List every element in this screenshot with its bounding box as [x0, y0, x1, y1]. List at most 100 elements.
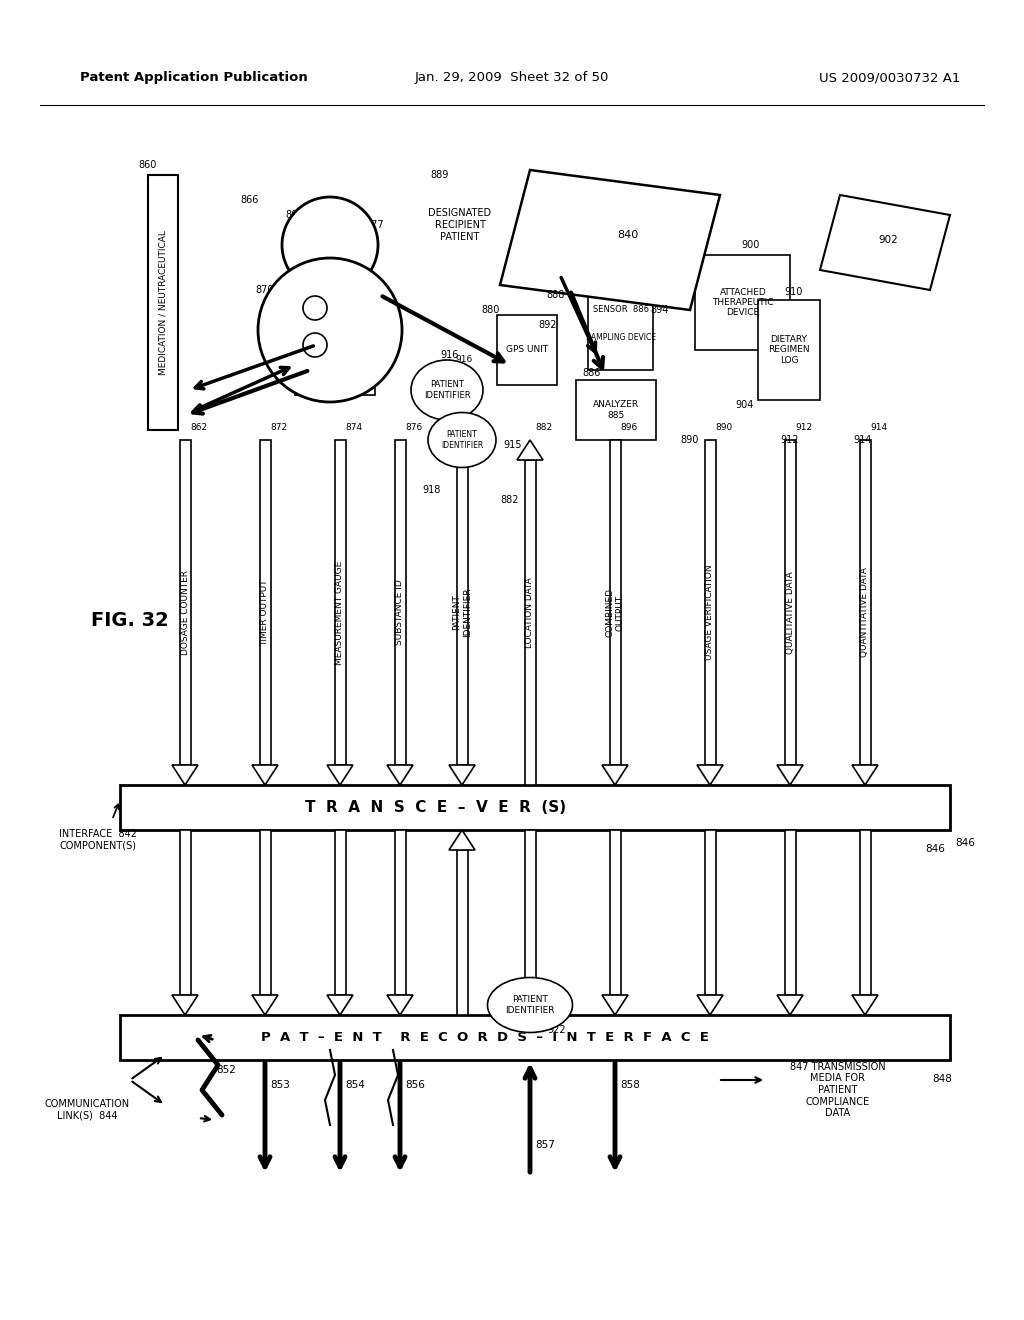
Text: INTERFACE  842
COMPONENT(S): INTERFACE 842 COMPONENT(S): [59, 829, 137, 851]
Text: 910: 910: [784, 286, 803, 297]
Bar: [335, 440, 345, 766]
Text: 858: 858: [621, 1080, 640, 1090]
Polygon shape: [172, 766, 198, 785]
Text: 856: 856: [406, 1080, 425, 1090]
Bar: [179, 830, 190, 995]
Bar: [705, 830, 716, 995]
Text: 904: 904: [736, 400, 755, 411]
Text: MEASUREMENT GAUGE: MEASUREMENT GAUGE: [336, 561, 344, 665]
Polygon shape: [252, 766, 278, 785]
Bar: [394, 830, 406, 995]
Polygon shape: [697, 995, 723, 1015]
Bar: [259, 830, 270, 995]
Bar: [588, 285, 653, 370]
Polygon shape: [777, 995, 803, 1015]
Polygon shape: [327, 766, 353, 785]
Text: SUBSTANCE ID: SUBSTANCE ID: [395, 579, 404, 645]
Polygon shape: [777, 766, 803, 785]
Text: 878: 878: [381, 350, 399, 360]
Text: GPS UNIT: GPS UNIT: [506, 346, 548, 355]
Text: PATIENT
IDENTIFIER: PATIENT IDENTIFIER: [424, 380, 470, 400]
Text: 918: 918: [423, 484, 441, 495]
Text: COMMUNICATION
LINK(S)  844: COMMUNICATION LINK(S) 844: [44, 1100, 130, 1121]
Text: MEDICATION / NEUTRACEUTICAL: MEDICATION / NEUTRACEUTICAL: [159, 230, 168, 375]
Text: 874: 874: [345, 422, 362, 432]
Text: 890: 890: [716, 422, 732, 432]
Text: DOSAGE COUNTER: DOSAGE COUNTER: [180, 570, 189, 655]
Polygon shape: [449, 830, 475, 850]
Text: US 2009/0030732 A1: US 2009/0030732 A1: [818, 71, 961, 84]
Ellipse shape: [428, 412, 496, 467]
Polygon shape: [327, 995, 353, 1015]
Text: 894: 894: [651, 305, 670, 315]
Polygon shape: [500, 170, 720, 310]
Polygon shape: [852, 995, 878, 1015]
Text: Patent Application Publication: Patent Application Publication: [80, 71, 308, 84]
Text: PATIENT
IDENTIFIER: PATIENT IDENTIFIER: [453, 587, 472, 638]
Text: 888: 888: [547, 290, 565, 300]
Bar: [859, 830, 870, 995]
Text: 916: 916: [440, 350, 459, 360]
Bar: [148, 176, 178, 430]
Text: 846: 846: [925, 843, 945, 854]
Text: ATTACHED
THERAPEUTIC
DEVICE: ATTACHED THERAPEUTIC DEVICE: [713, 288, 774, 317]
Text: 870: 870: [256, 285, 274, 294]
Bar: [295, 290, 375, 395]
Bar: [758, 300, 820, 400]
Bar: [609, 830, 621, 995]
Bar: [335, 830, 345, 995]
Bar: [179, 440, 190, 766]
Bar: [524, 830, 536, 995]
Text: 916: 916: [455, 355, 472, 364]
Bar: [457, 440, 468, 766]
Polygon shape: [852, 766, 878, 785]
Text: 854: 854: [345, 1080, 365, 1090]
Text: 892: 892: [539, 319, 557, 330]
Text: 872: 872: [270, 422, 288, 432]
Circle shape: [282, 197, 378, 293]
Text: COMBINED
OUTPUT: COMBINED OUTPUT: [605, 587, 625, 638]
Text: 889: 889: [431, 170, 450, 180]
Text: P  A  T  –  E  N  T    R  E  C  O  R  D  S  –  I  N  T  E  R  F  A  C  E: P A T – E N T R E C O R D S – I N T E R …: [261, 1031, 710, 1044]
Text: SAMPLING DEVICE: SAMPLING DEVICE: [586, 334, 656, 342]
Text: QUANTITATIVE DATA: QUANTITATIVE DATA: [860, 568, 869, 657]
Text: 896: 896: [621, 422, 638, 432]
Text: PATIENT
IDENTIFIER: PATIENT IDENTIFIER: [441, 430, 483, 450]
Bar: [394, 440, 406, 766]
Text: 918: 918: [467, 422, 484, 432]
Text: 853: 853: [270, 1080, 290, 1090]
Text: 864: 864: [286, 210, 304, 220]
Text: T  R  A  N  S  C  E  –  V  E  R  (S): T R A N S C E – V E R (S): [305, 800, 566, 814]
Text: 914: 914: [854, 436, 872, 445]
Text: Jan. 29, 2009  Sheet 32 of 50: Jan. 29, 2009 Sheet 32 of 50: [415, 71, 609, 84]
Bar: [609, 440, 621, 766]
Text: 900: 900: [741, 240, 760, 249]
Bar: [259, 440, 270, 766]
Text: 890: 890: [681, 436, 699, 445]
Text: 862: 862: [190, 422, 208, 432]
Text: ANALYZER
885: ANALYZER 885: [593, 400, 639, 420]
Polygon shape: [172, 995, 198, 1015]
Bar: [784, 440, 796, 766]
Text: 840: 840: [617, 230, 639, 240]
Text: 877: 877: [366, 220, 384, 230]
Ellipse shape: [411, 360, 483, 420]
Text: DIETARY
REGIMEN
LOG: DIETARY REGIMEN LOG: [768, 335, 810, 364]
Bar: [497, 315, 557, 385]
Text: 882: 882: [536, 422, 553, 432]
Text: 848: 848: [932, 1074, 952, 1084]
Circle shape: [258, 257, 402, 403]
Text: 857: 857: [536, 1140, 555, 1150]
Bar: [120, 785, 950, 830]
Text: QUALITATIVE DATA: QUALITATIVE DATA: [785, 572, 795, 653]
Text: TIMER OUTPUT: TIMER OUTPUT: [260, 579, 269, 645]
Text: DESIGNATED
RECIPIENT
PATIENT: DESIGNATED RECIPIENT PATIENT: [428, 209, 492, 242]
Text: 912: 912: [780, 436, 800, 445]
Text: 915: 915: [504, 440, 522, 450]
Polygon shape: [517, 995, 543, 1015]
Polygon shape: [820, 195, 950, 290]
Text: 876: 876: [406, 422, 423, 432]
Text: SUBSTANCE
DISPENSER
DEVICE: SUBSTANCE DISPENSER DEVICE: [308, 327, 361, 358]
Bar: [524, 459, 536, 785]
Text: USAGE VERIFICATION: USAGE VERIFICATION: [706, 565, 715, 660]
